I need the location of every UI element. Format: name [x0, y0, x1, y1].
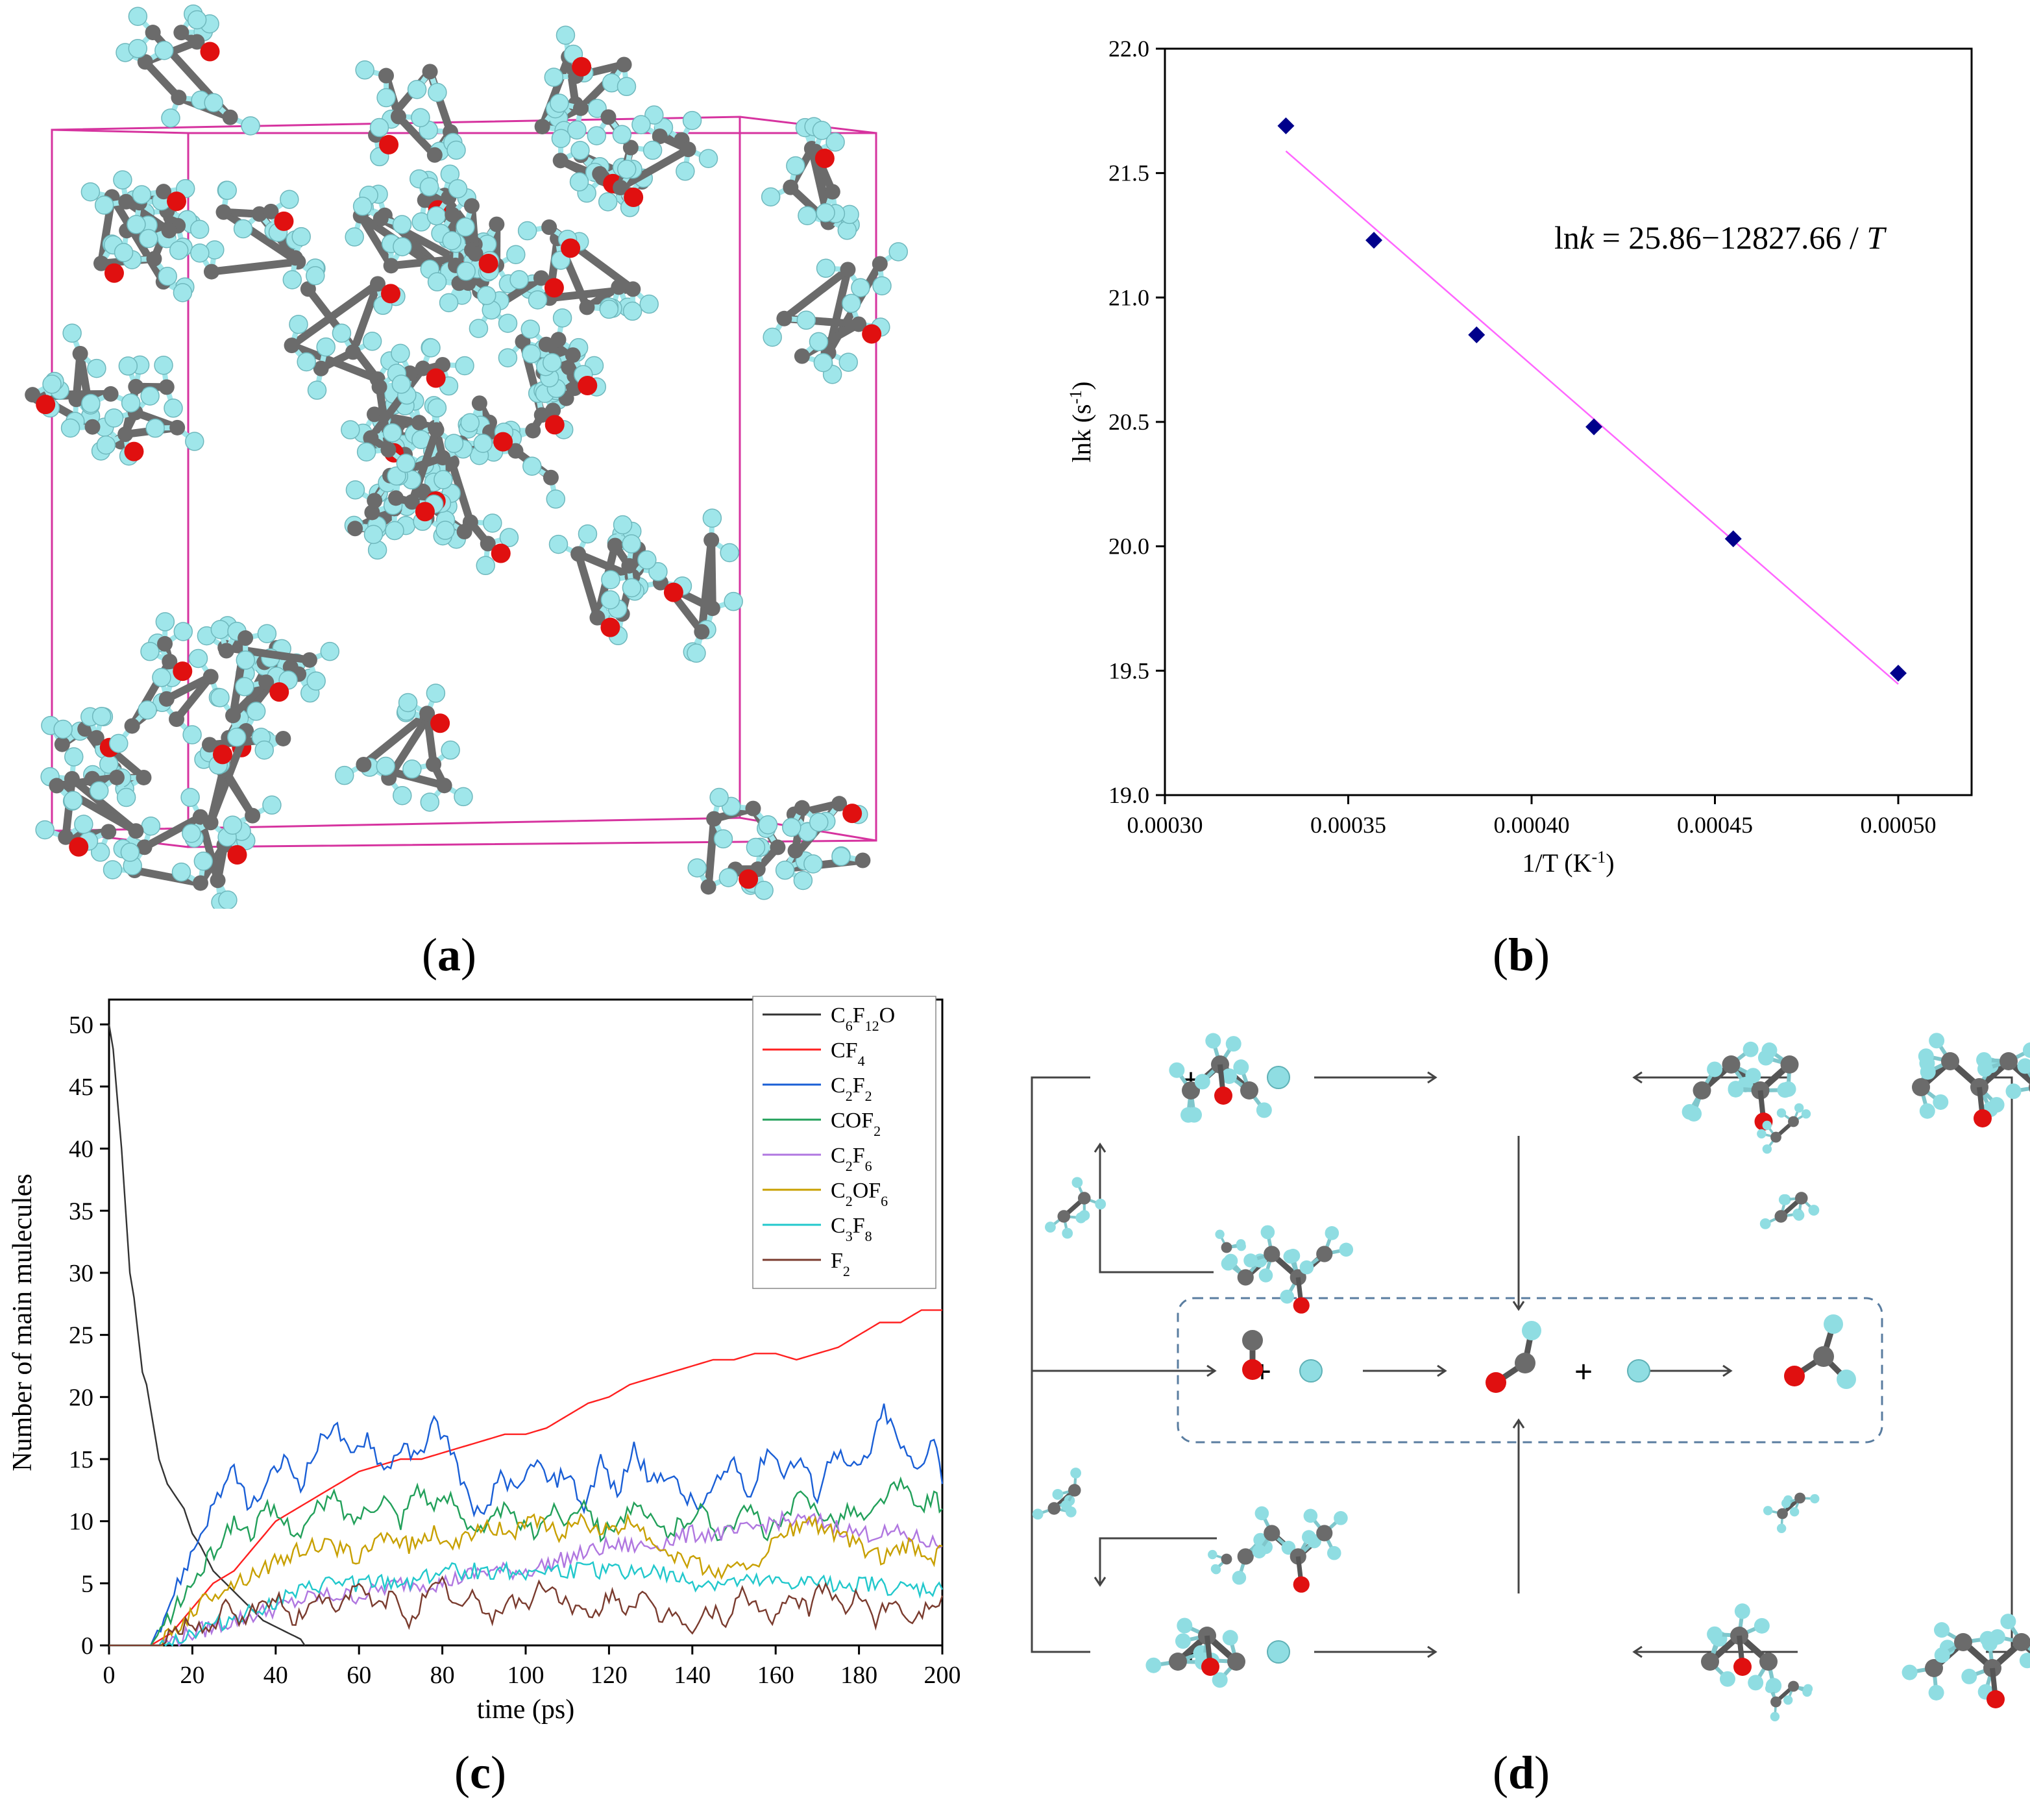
data-point	[1724, 530, 1742, 548]
series-line	[109, 1309, 942, 1647]
x-tick-label: 0.00045	[1677, 812, 1753, 838]
y-tick-label: 50	[69, 1011, 93, 1039]
y-axis-label: Number of main mulecules	[8, 1174, 38, 1471]
y-tick-label: 15	[69, 1446, 93, 1473]
y-tick-label: 10	[69, 1508, 93, 1536]
y-tick-label: 45	[69, 1074, 93, 1101]
x-tick-label: 200	[924, 1662, 961, 1689]
fit-line	[1285, 150, 1899, 685]
x-tick-label: 0.00050	[1861, 812, 1937, 838]
legend-entry: C2F6	[831, 1144, 872, 1174]
y-tick-label: 21.0	[1108, 284, 1149, 310]
x-axis-label: time (ps)	[477, 1695, 574, 1725]
x-tick-label: 140	[674, 1662, 711, 1689]
series-line	[109, 1476, 943, 1647]
legend-entry: C3F8	[831, 1214, 872, 1244]
y-tick-label: 20	[69, 1384, 93, 1411]
x-tick-label: 0	[103, 1662, 116, 1689]
series-line	[108, 1024, 306, 1646]
y-tick-label: 21.5	[1108, 160, 1149, 186]
y-tick-label: 5	[81, 1570, 93, 1597]
pathway-molecules	[1032, 1033, 2030, 1721]
series-line	[109, 1509, 943, 1647]
data-point	[1468, 326, 1486, 343]
y-tick-label: 40	[69, 1136, 93, 1163]
x-tick-label: 100	[508, 1662, 544, 1689]
legend-entry: C6F12O	[831, 1003, 895, 1034]
series-line	[109, 1512, 943, 1647]
y-tick-label: 25	[69, 1322, 93, 1349]
x-tick-label: 180	[840, 1662, 877, 1689]
x-tick-label: 20	[180, 1662, 204, 1689]
data-point	[1890, 665, 1907, 682]
x-tick-label: 60	[347, 1662, 371, 1689]
plot-frame-b	[1164, 47, 1973, 796]
fit-equation: lnk = 25.86−12827.66 / T	[1554, 219, 1887, 256]
legend-box	[752, 996, 936, 1289]
x-tick-label: 120	[591, 1662, 628, 1689]
legend-entry: COF2	[831, 1109, 881, 1139]
y-tick-label: 20.5	[1108, 409, 1149, 435]
panel-label-d: (d)	[1493, 1747, 1550, 1799]
x-tick-label: 80	[430, 1662, 455, 1689]
y-tick-label: 22.0	[1108, 36, 1149, 62]
x-tick-label: 160	[757, 1662, 794, 1689]
x-tick-label: 0.00030	[1127, 812, 1203, 838]
data-point	[1585, 418, 1603, 436]
y-tick-label: 30	[69, 1260, 93, 1287]
y-tick-label: 0	[81, 1632, 93, 1660]
panel-label-c: (c)	[454, 1747, 506, 1799]
data-point	[1365, 232, 1383, 249]
y-tick-label: 20.0	[1108, 534, 1149, 560]
core-reaction-box	[1177, 1297, 1883, 1444]
legend-entry: C2OF6	[831, 1179, 888, 1209]
y-tick-label: 19.0	[1108, 782, 1149, 808]
legend-entry: CF4	[831, 1039, 865, 1069]
panel-c-molecule-count-chart: 0 20 40 60 80 100 120 140 160 180 200 0 5 10 15 20 25 30 3…	[8, 996, 961, 1725]
y-tick-label: 35	[69, 1198, 93, 1225]
panel-label-b: (b)	[1493, 929, 1550, 981]
y-tick-label: 19.5	[1108, 658, 1149, 683]
series-line	[109, 1403, 944, 1647]
x-tick-label: 0.00035	[1310, 812, 1386, 838]
series-line	[109, 1575, 944, 1647]
data-point	[1277, 117, 1295, 134]
panel-a-molecular-box	[25, 4, 908, 909]
x-axis-label: 1/T (K-1)	[1522, 848, 1614, 878]
legend-entry: C2F2	[831, 1074, 872, 1104]
panel-b-arrhenius-chart: 0.00030 0.00035 0.00040 0.00045 0.00050 19.0 1…	[1066, 36, 1973, 878]
molecule-atoms	[25, 4, 908, 909]
series-line	[109, 1560, 944, 1647]
x-tick-label: 0.00040	[1494, 812, 1570, 838]
svg-text:+: +	[1574, 1353, 1593, 1390]
x-tick-label: 40	[263, 1662, 288, 1689]
panel-label-a: (a)	[422, 929, 476, 981]
panel-d-reaction-pathway: ++++	[1031, 1033, 2030, 1721]
y-axis-label: lnk (s-1)	[1066, 382, 1097, 463]
legend-entry: F2	[831, 1249, 850, 1279]
